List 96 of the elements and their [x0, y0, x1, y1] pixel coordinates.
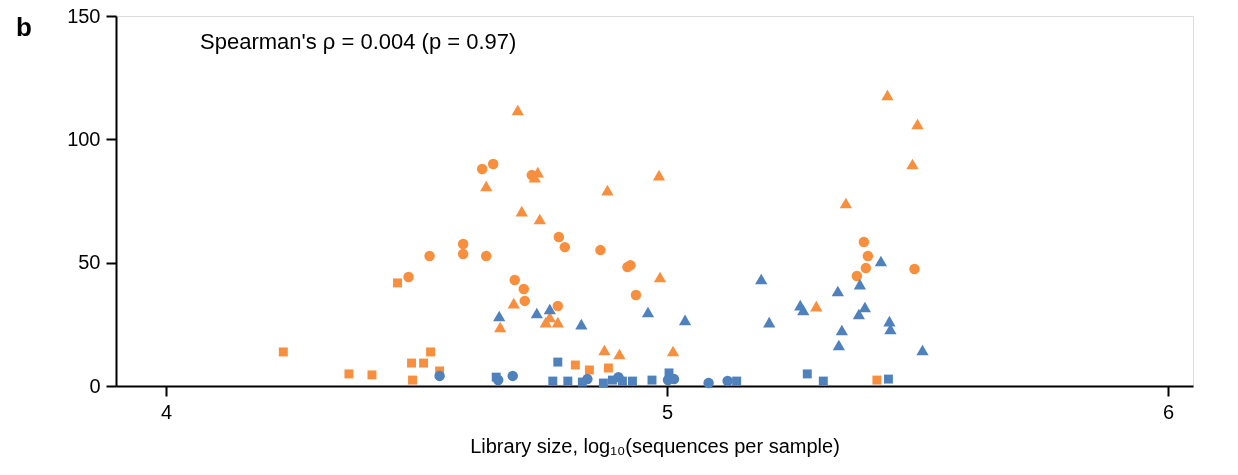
y-tick-label: 100 [67, 127, 101, 150]
point [509, 274, 520, 286]
point [598, 344, 611, 356]
point [755, 273, 768, 285]
point [653, 271, 667, 283]
point [507, 297, 520, 309]
point [862, 250, 874, 262]
y-tick-label: 0 [89, 374, 101, 397]
point [543, 303, 556, 315]
point [424, 250, 435, 262]
point [530, 307, 543, 319]
point [457, 248, 469, 260]
point [407, 358, 417, 368]
point [872, 375, 882, 385]
point [457, 238, 469, 250]
point [570, 360, 580, 370]
text: b [16, 12, 32, 42]
x-tick-label: 6 [1162, 400, 1175, 423]
point [426, 347, 436, 357]
point [367, 370, 377, 380]
point [763, 316, 776, 328]
point [916, 344, 929, 356]
point [835, 324, 848, 336]
point [344, 369, 354, 379]
point [601, 184, 614, 196]
point [575, 318, 588, 330]
point [595, 244, 606, 256]
y-tick-label: 50 [78, 251, 101, 274]
y-tick-label: 150 [67, 4, 101, 27]
point [678, 314, 692, 326]
point [603, 363, 613, 373]
point [906, 158, 919, 170]
point [641, 306, 655, 318]
point [647, 375, 657, 385]
point [480, 250, 492, 262]
point [832, 339, 845, 351]
point [652, 169, 666, 181]
point [732, 376, 742, 386]
point [548, 376, 558, 386]
point [539, 316, 552, 328]
point [818, 376, 828, 386]
point [403, 271, 414, 283]
point [851, 270, 863, 282]
x-tick-label: 4 [161, 400, 173, 423]
point [627, 376, 637, 386]
point [666, 345, 680, 357]
x-axis-title: Library size, log₁₀(sequences per sample) [470, 434, 840, 457]
point [722, 375, 733, 387]
point [810, 300, 823, 312]
point [476, 163, 488, 175]
x-tick-label: 5 [661, 400, 674, 423]
point [883, 374, 893, 384]
point [860, 262, 872, 274]
point [419, 358, 429, 368]
point [493, 310, 506, 322]
point [515, 205, 528, 217]
annotation: Spearman's ρ = 0.004 (p = 0.97) [200, 29, 517, 54]
point [278, 347, 288, 357]
point [491, 372, 501, 382]
point [607, 375, 617, 385]
point [559, 241, 571, 253]
point [858, 236, 870, 248]
point [518, 283, 529, 295]
point [630, 289, 642, 301]
point [703, 377, 714, 389]
point [797, 304, 810, 316]
point [551, 316, 564, 328]
point [519, 295, 530, 307]
point [487, 158, 499, 170]
point [853, 278, 867, 290]
point [577, 377, 587, 387]
point [434, 370, 445, 382]
point [511, 104, 524, 116]
point [802, 369, 812, 379]
point [874, 255, 888, 267]
point [563, 376, 573, 386]
point [881, 89, 894, 101]
point [553, 231, 565, 243]
point [831, 285, 844, 297]
point [408, 375, 418, 385]
point [584, 365, 594, 375]
point [533, 213, 546, 225]
point [507, 370, 518, 382]
point [494, 321, 507, 333]
point [911, 118, 924, 130]
point [552, 300, 564, 312]
point [598, 378, 608, 388]
point [664, 368, 674, 378]
point [852, 308, 865, 320]
point [617, 376, 627, 386]
point [839, 197, 852, 209]
point [480, 180, 493, 192]
point [553, 357, 563, 367]
point [613, 348, 626, 360]
point [393, 278, 402, 288]
point [909, 263, 920, 275]
